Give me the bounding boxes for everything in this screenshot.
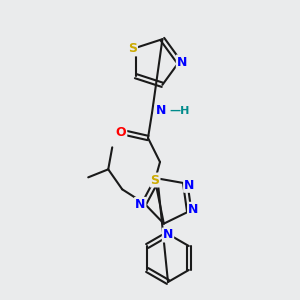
Text: S: S <box>151 173 160 187</box>
Text: —H: —H <box>169 106 189 116</box>
Text: N: N <box>163 229 173 242</box>
Text: N: N <box>135 198 146 211</box>
Text: N: N <box>184 179 194 192</box>
Text: S: S <box>128 42 137 56</box>
Text: N: N <box>177 56 187 68</box>
Text: N: N <box>156 104 166 118</box>
Text: O: O <box>116 127 126 140</box>
Text: N: N <box>188 203 198 216</box>
